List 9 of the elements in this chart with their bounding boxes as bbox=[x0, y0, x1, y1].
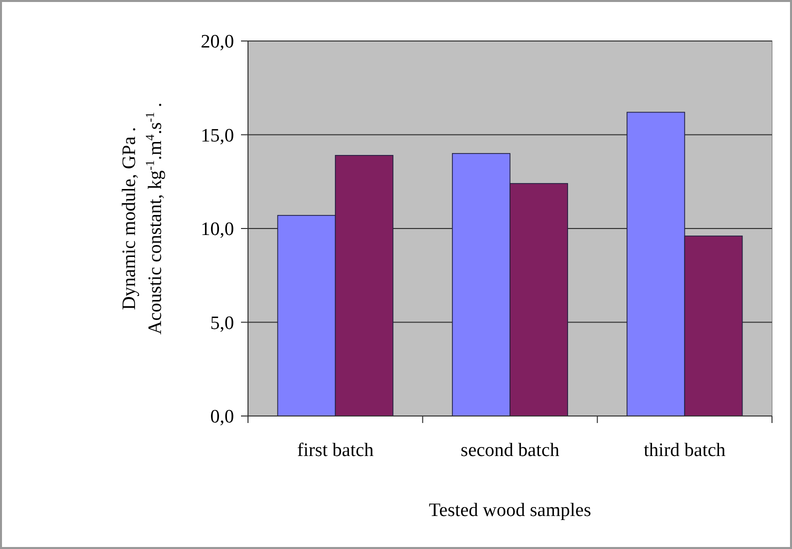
y-tick-label: 15,0 bbox=[200, 125, 234, 146]
x-tick-label: first batch bbox=[297, 440, 374, 461]
x-tick-label: second batch bbox=[460, 440, 560, 461]
x-axis-title: Tested wood samples bbox=[428, 500, 592, 521]
x-tick-label: third batch bbox=[644, 440, 726, 461]
y-tick-label: 10,0 bbox=[200, 219, 234, 240]
y-tick-label: 0,0 bbox=[210, 406, 234, 428]
y-tick-label: 20,0 bbox=[200, 32, 234, 53]
y-tick-label: 5,0 bbox=[210, 312, 234, 334]
